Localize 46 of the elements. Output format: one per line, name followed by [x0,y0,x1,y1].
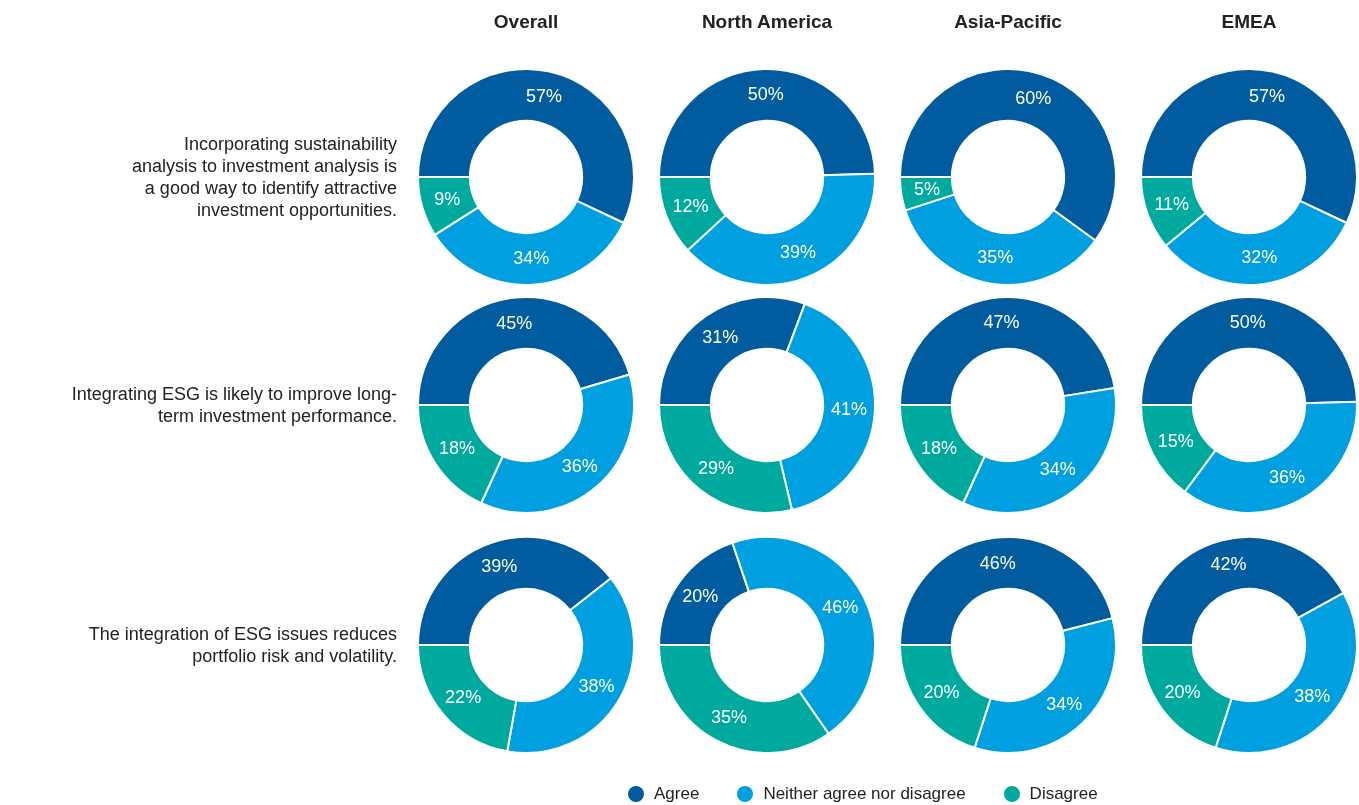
data-label: 46% [979,552,1016,573]
text: Integrating ESG is likely to improve long-term investment performance. [70,383,397,427]
chart-title: Overall [492,11,560,33]
data-label: 36% [561,456,598,476]
data-label: 18% [920,438,957,459]
data-label: 34% [1039,459,1076,480]
data-label: 57% [1248,85,1285,106]
data-label: 57% [525,85,562,106]
chart-title: Asia-Pacific [953,11,1063,33]
legend-label: Disagree [1029,784,1098,804]
data-label: 39% [481,556,518,577]
chart-title: EMEA [1220,11,1278,33]
data-label: 42% [1210,554,1247,575]
data-label: 5% [913,178,940,199]
data-label: 34% [513,247,550,268]
data-label: 32% [1241,247,1278,268]
data-label: 45% [496,312,533,333]
data-label: 11% [1154,193,1190,214]
data-label: 60% [1015,87,1052,108]
legend-label: Neither agree nor disagree [763,784,966,804]
data-label: 35% [710,706,747,727]
data-label: 36% [1269,466,1306,487]
data-label: 39% [780,241,817,262]
data-label: 34% [1046,693,1083,714]
data-label: 18% [438,438,475,459]
data-label: 31% [702,326,739,347]
data-label: 50% [1229,311,1266,332]
data-label: 20% [1164,682,1201,703]
data-label: 20% [923,682,960,703]
data-label: 46% [822,597,859,618]
data-label: 50% [747,83,784,104]
data-label: 20% [682,586,719,607]
data-label: 47% [983,312,1020,333]
data-label: 12% [672,195,709,216]
chart-title: North America [700,11,834,33]
data-label: 29% [698,458,735,479]
text: The integration of ESG issues reduces portfolio risk and volatility. [87,623,397,667]
text: Incorporating sustainability analysis to investment analysis is a good way to identify attractive investment opportunities. [130,133,397,221]
data-label: 38% [578,676,615,697]
legend-label: Agree [654,784,700,804]
data-label: 15% [1157,430,1194,451]
data-label: 9% [434,188,461,209]
data-label: 38% [1294,686,1331,707]
data-label: 22% [445,686,482,707]
data-label: 35% [977,247,1014,268]
data-label: 41% [830,399,867,420]
